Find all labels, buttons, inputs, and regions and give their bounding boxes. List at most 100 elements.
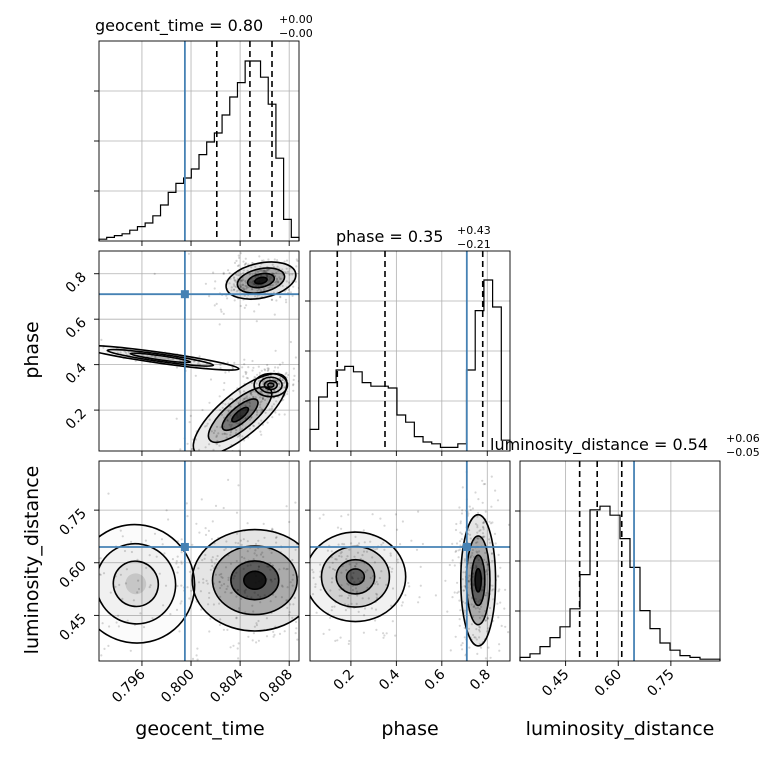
sample-point [363, 607, 367, 610]
sample-point [276, 259, 279, 262]
sample-point [173, 662, 175, 664]
sample-point [419, 584, 422, 587]
sample-point [262, 259, 265, 262]
sample-point [292, 573, 295, 577]
contour-line [345, 568, 366, 586]
sample-point [219, 367, 222, 370]
sample-point [270, 407, 273, 410]
sample-point [463, 636, 466, 639]
sample-point [295, 265, 298, 268]
sample-point [295, 627, 298, 630]
sample-point [262, 522, 265, 526]
sample-point [332, 567, 335, 571]
sample-point [208, 596, 211, 599]
contour-line [99, 542, 177, 625]
sample-point [469, 533, 472, 536]
sample-point [258, 371, 261, 374]
xtick-label: 0.804 [207, 666, 247, 706]
sample-point [373, 561, 376, 564]
sample-point [277, 280, 280, 283]
sample-point [348, 639, 351, 643]
sample-point [296, 638, 299, 641]
sample-point [124, 351, 128, 354]
sample-point [239, 284, 243, 287]
sample-point [258, 255, 261, 258]
sample-point [291, 584, 294, 587]
sample-point [271, 528, 274, 531]
sample-point [213, 562, 216, 565]
sample-point [347, 596, 350, 600]
sample-point [271, 272, 274, 275]
sample-point [247, 635, 250, 638]
sample-point [257, 565, 260, 568]
sample-point [243, 557, 246, 560]
sample-point [455, 522, 458, 526]
sample-point [328, 566, 331, 569]
sample-point [256, 373, 259, 376]
sample-point [301, 260, 303, 262]
sample-point [344, 609, 347, 612]
sample-point [240, 543, 243, 547]
sample-point [388, 566, 391, 569]
title-geocent-time-minus: −0.00 [279, 27, 313, 40]
sample-point [454, 635, 457, 638]
sample-point [222, 312, 225, 315]
sample-point [222, 628, 225, 631]
sample-point [491, 559, 494, 563]
sample-point [468, 505, 471, 508]
sample-point [235, 617, 238, 620]
sample-point [280, 584, 284, 587]
sample-point [269, 286, 272, 289]
sample-point [297, 244, 299, 246]
contour-line [459, 513, 497, 647]
sample-point [188, 421, 191, 424]
sample-point [490, 505, 493, 508]
sample-point [274, 349, 277, 352]
sample-point [355, 602, 358, 606]
sample-point [235, 259, 238, 262]
sample-point [491, 584, 494, 587]
sample-point [459, 548, 462, 551]
sample-point [229, 420, 232, 424]
xtick-label: 0.808 [256, 667, 296, 707]
sample-point [483, 535, 486, 538]
sample-point [252, 283, 255, 286]
sample-point [275, 536, 278, 539]
sample-point [480, 699, 482, 701]
xtick-label: 0.8 [467, 667, 494, 694]
sample-point [476, 526, 479, 529]
sample-point [219, 426, 222, 429]
sample-point [243, 397, 246, 401]
sample-point [272, 403, 275, 406]
sample-point [237, 422, 240, 425]
sample-point [301, 530, 303, 532]
sample-point [476, 537, 479, 540]
sample-point [272, 291, 275, 294]
sample-point [211, 564, 214, 568]
sample-point [218, 602, 221, 605]
sample-point [345, 569, 348, 572]
sample-point [254, 295, 257, 298]
sample-point [339, 636, 342, 639]
sample-point [489, 656, 492, 659]
ytick-label: 0.75 [56, 506, 89, 539]
sample-point [200, 498, 203, 501]
sample-point [475, 566, 478, 569]
sample-point [307, 550, 309, 552]
sample-point [476, 541, 479, 544]
sample-point [221, 406, 224, 409]
contour-line [99, 344, 240, 371]
sample-point [230, 286, 233, 289]
sample-point [476, 551, 479, 554]
sample-point [180, 474, 182, 476]
sample-point [260, 408, 263, 411]
title-phase-plus: +0.43 [457, 224, 491, 237]
sample-point [233, 276, 236, 279]
sample-point [230, 423, 233, 427]
sample-point [194, 374, 197, 377]
sample-point [391, 620, 394, 623]
truth-marker-geocent-time-vs-luminosity-distance [180, 542, 189, 551]
sample-point [289, 340, 292, 344]
sample-point [246, 269, 249, 272]
sample-point [209, 378, 213, 381]
